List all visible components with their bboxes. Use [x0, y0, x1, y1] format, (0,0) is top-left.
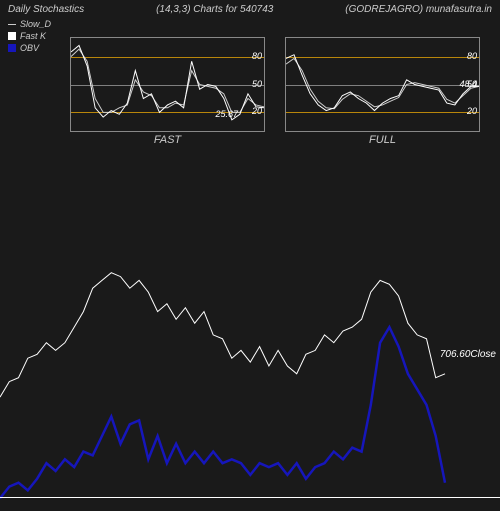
legend-swatch-icon [8, 24, 16, 25]
legend-label: Slow_D [20, 18, 51, 30]
mini-charts-row: 80502025.67 FAST 80502048.4 FULL [0, 19, 500, 146]
chart-header: Daily Stochastics (14,3,3) Charts for 54… [0, 0, 500, 19]
mini-chart-value: 25.67 [215, 109, 238, 119]
mini-chart-full-wrapper: 80502048.4 FULL [285, 37, 480, 146]
close-price-label: 706.60Close [440, 349, 496, 360]
main-chart: 706.60Close [0, 156, 500, 506]
mini-chart-full-title: FULL [285, 134, 480, 146]
legend-item: Fast K [8, 30, 51, 42]
mini-chart-fast-title: FAST [70, 134, 265, 146]
legend-swatch-icon [8, 32, 16, 40]
mini-chart-fast: 80502025.67 [70, 37, 265, 132]
legend-item: OBV [8, 42, 51, 54]
header-title-right: (GODREJAGRO) munafasutra.in [345, 4, 492, 15]
legend-swatch-icon [8, 44, 16, 52]
chart-baseline [0, 497, 500, 498]
legend-item: Slow_D [8, 18, 51, 30]
header-title-left: Daily Stochastics [8, 4, 84, 15]
header-title-center: (14,3,3) Charts for 540743 [156, 4, 273, 15]
chart-legend: Slow_DFast KOBV [8, 18, 51, 54]
mini-chart-value: 48.4 [459, 79, 477, 89]
mini-chart-fast-wrapper: 80502025.67 FAST [70, 37, 265, 146]
mini-chart-full: 80502048.4 [285, 37, 480, 132]
legend-label: OBV [20, 42, 39, 54]
legend-label: Fast K [20, 30, 46, 42]
